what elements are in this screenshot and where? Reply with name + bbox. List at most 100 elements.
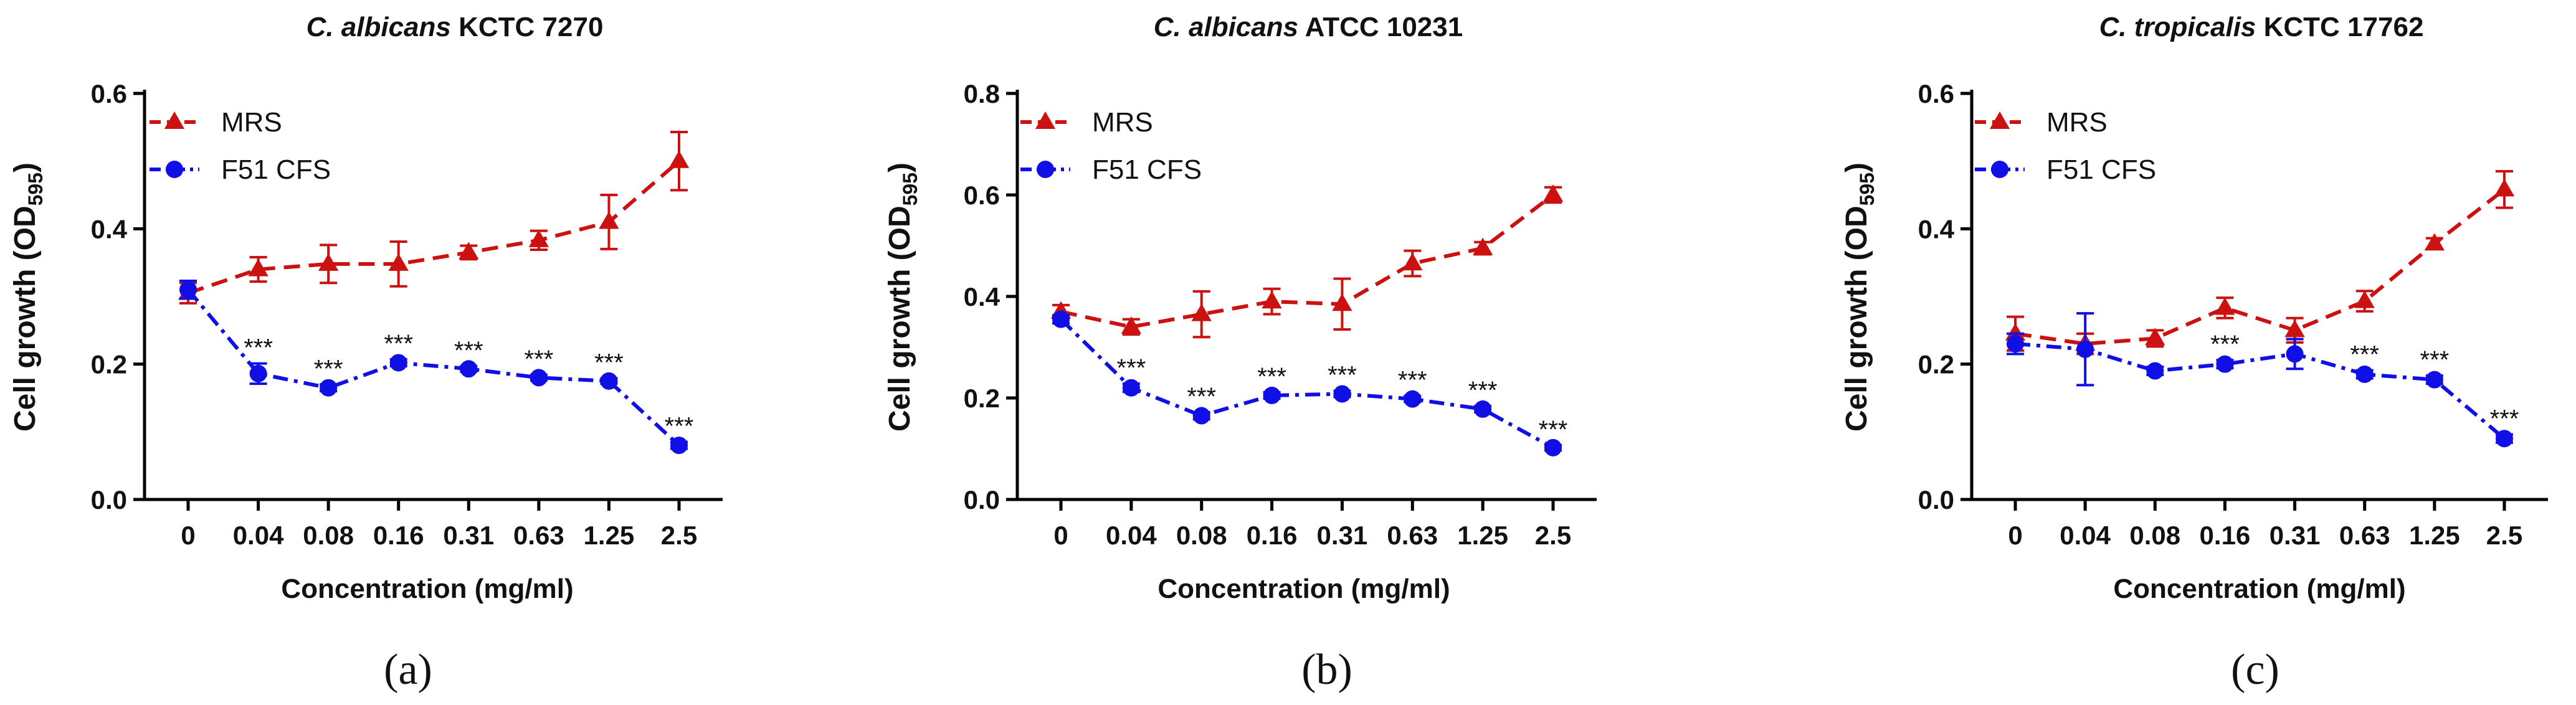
data-point — [320, 379, 338, 397]
data-point — [530, 369, 548, 387]
data-point — [1402, 253, 1423, 271]
y-axis-label: Cell growth (OD595) — [1840, 163, 1878, 432]
data-point — [179, 281, 197, 299]
significance-marker: *** — [594, 349, 624, 376]
chart-title: C. albicans KCTC 7270 — [307, 12, 604, 42]
significance-marker: *** — [1398, 367, 1427, 394]
series-f51-cfs — [1052, 310, 1562, 457]
x-tick-label: 0.63 — [513, 521, 564, 550]
significance-marker: *** — [384, 330, 413, 357]
legend-label: MRS — [1092, 107, 1153, 138]
x-tick-label: 0.63 — [2339, 521, 2390, 550]
legend-marker — [1037, 161, 1054, 178]
data-point — [1263, 386, 1281, 404]
x-tick-label: 0.63 — [1387, 521, 1438, 550]
significance-marker: *** — [1257, 363, 1286, 390]
legend-entry: MRS — [150, 107, 282, 138]
y-tick-label: 0.6 — [91, 79, 127, 108]
legend-entry: MRS — [1975, 107, 2108, 138]
y-tick-label: 0.6 — [964, 181, 1000, 210]
legend-marker — [1989, 111, 2010, 130]
chart-title: C. tropicalis KCTC 17762 — [2099, 12, 2424, 42]
data-point — [2286, 345, 2304, 363]
panel-label: (a) — [384, 646, 432, 694]
x-tick-label: 0.31 — [1317, 521, 1368, 550]
significance-marker: *** — [2490, 405, 2519, 433]
data-point — [600, 372, 618, 390]
x-tick-label: 0.08 — [2129, 521, 2180, 550]
data-point — [2425, 371, 2443, 389]
significance-marker: *** — [1468, 377, 1498, 404]
data-point — [2354, 290, 2375, 308]
x-tick-label: 0 — [2008, 521, 2022, 550]
legend-marker — [166, 161, 183, 178]
data-point — [460, 360, 478, 378]
legend-marker — [164, 111, 185, 130]
series-f51-cfs — [2007, 312, 2513, 448]
legend-label: F51 CFS — [2046, 154, 2156, 185]
x-tick-label: 0 — [181, 521, 195, 550]
significance-marker: *** — [1328, 362, 1357, 389]
data-point — [2355, 365, 2374, 383]
data-point — [2216, 355, 2234, 373]
data-point — [1332, 293, 1352, 311]
significance-marker: *** — [665, 413, 694, 440]
x-tick-label: 0.04 — [233, 521, 284, 550]
panel-label: (b) — [1301, 646, 1352, 694]
series-mrs — [2005, 169, 2515, 356]
series-f51-cfs — [179, 280, 688, 455]
x-tick-label: 2.5 — [661, 521, 697, 550]
data-point — [459, 242, 479, 260]
x-tick-label: 2.5 — [2486, 521, 2522, 550]
y-axis-label: Cell growth (OD595) — [9, 163, 47, 432]
data-point — [1333, 385, 1351, 403]
x-tick-label: 0.08 — [1176, 521, 1227, 550]
y-tick-label: 0.6 — [1918, 79, 1954, 108]
y-tick-label: 0.0 — [91, 485, 127, 514]
significance-marker: *** — [1187, 383, 1216, 410]
series-line — [186, 288, 681, 447]
y-tick-label: 0.0 — [1918, 485, 1954, 514]
x-tick-label: 0.16 — [373, 521, 424, 550]
y-tick-label: 0.0 — [964, 485, 1000, 514]
y-tick-label: 0.2 — [964, 384, 1000, 413]
x-tick-label: 0.31 — [443, 521, 494, 550]
series-mrs — [1050, 184, 1564, 339]
data-point — [249, 364, 267, 382]
x-tick-label: 0.31 — [2269, 521, 2321, 550]
x-axis-label: Concentration (mg/ml) — [2113, 574, 2405, 604]
series-line — [1059, 318, 1554, 450]
data-point — [2496, 430, 2513, 448]
data-point — [670, 437, 688, 455]
data-point — [2494, 179, 2515, 197]
y-tick-label: 0.4 — [1918, 214, 1955, 244]
y-tick-label: 0.2 — [1918, 350, 1954, 379]
legend-entry: F51 CFS — [1020, 154, 1202, 185]
series-line — [188, 159, 680, 295]
data-point — [1404, 390, 1422, 408]
x-axis-label: Concentration (mg/ml) — [1157, 574, 1450, 604]
data-point — [599, 211, 619, 229]
data-point — [1121, 316, 1142, 334]
data-point — [2076, 340, 2094, 358]
data-point — [1052, 310, 1070, 328]
x-tick-label: 0.04 — [2060, 521, 2111, 550]
data-point — [1191, 303, 1212, 321]
legend-label: F51 CFS — [1092, 154, 1202, 185]
significance-marker: *** — [244, 334, 273, 362]
x-axis-label: Concentration (mg/ml) — [281, 574, 573, 604]
significance-marker: *** — [2210, 331, 2240, 358]
y-axis-label: Cell growth (OD595) — [883, 163, 921, 432]
data-point — [1472, 237, 1493, 255]
significance-marker: *** — [2420, 346, 2450, 374]
series-line — [1060, 193, 1554, 329]
data-point — [2007, 335, 2024, 353]
chart-title: C. albicans ATCC 10231 — [1154, 12, 1463, 42]
data-point — [318, 253, 339, 271]
legend-entry: MRS — [1020, 107, 1153, 138]
panel-label: (c) — [2231, 646, 2279, 694]
legend-entry: F51 CFS — [150, 154, 331, 185]
legend-marker — [1035, 111, 1056, 130]
legend-marker — [1991, 161, 2008, 178]
data-point — [1474, 400, 1492, 418]
